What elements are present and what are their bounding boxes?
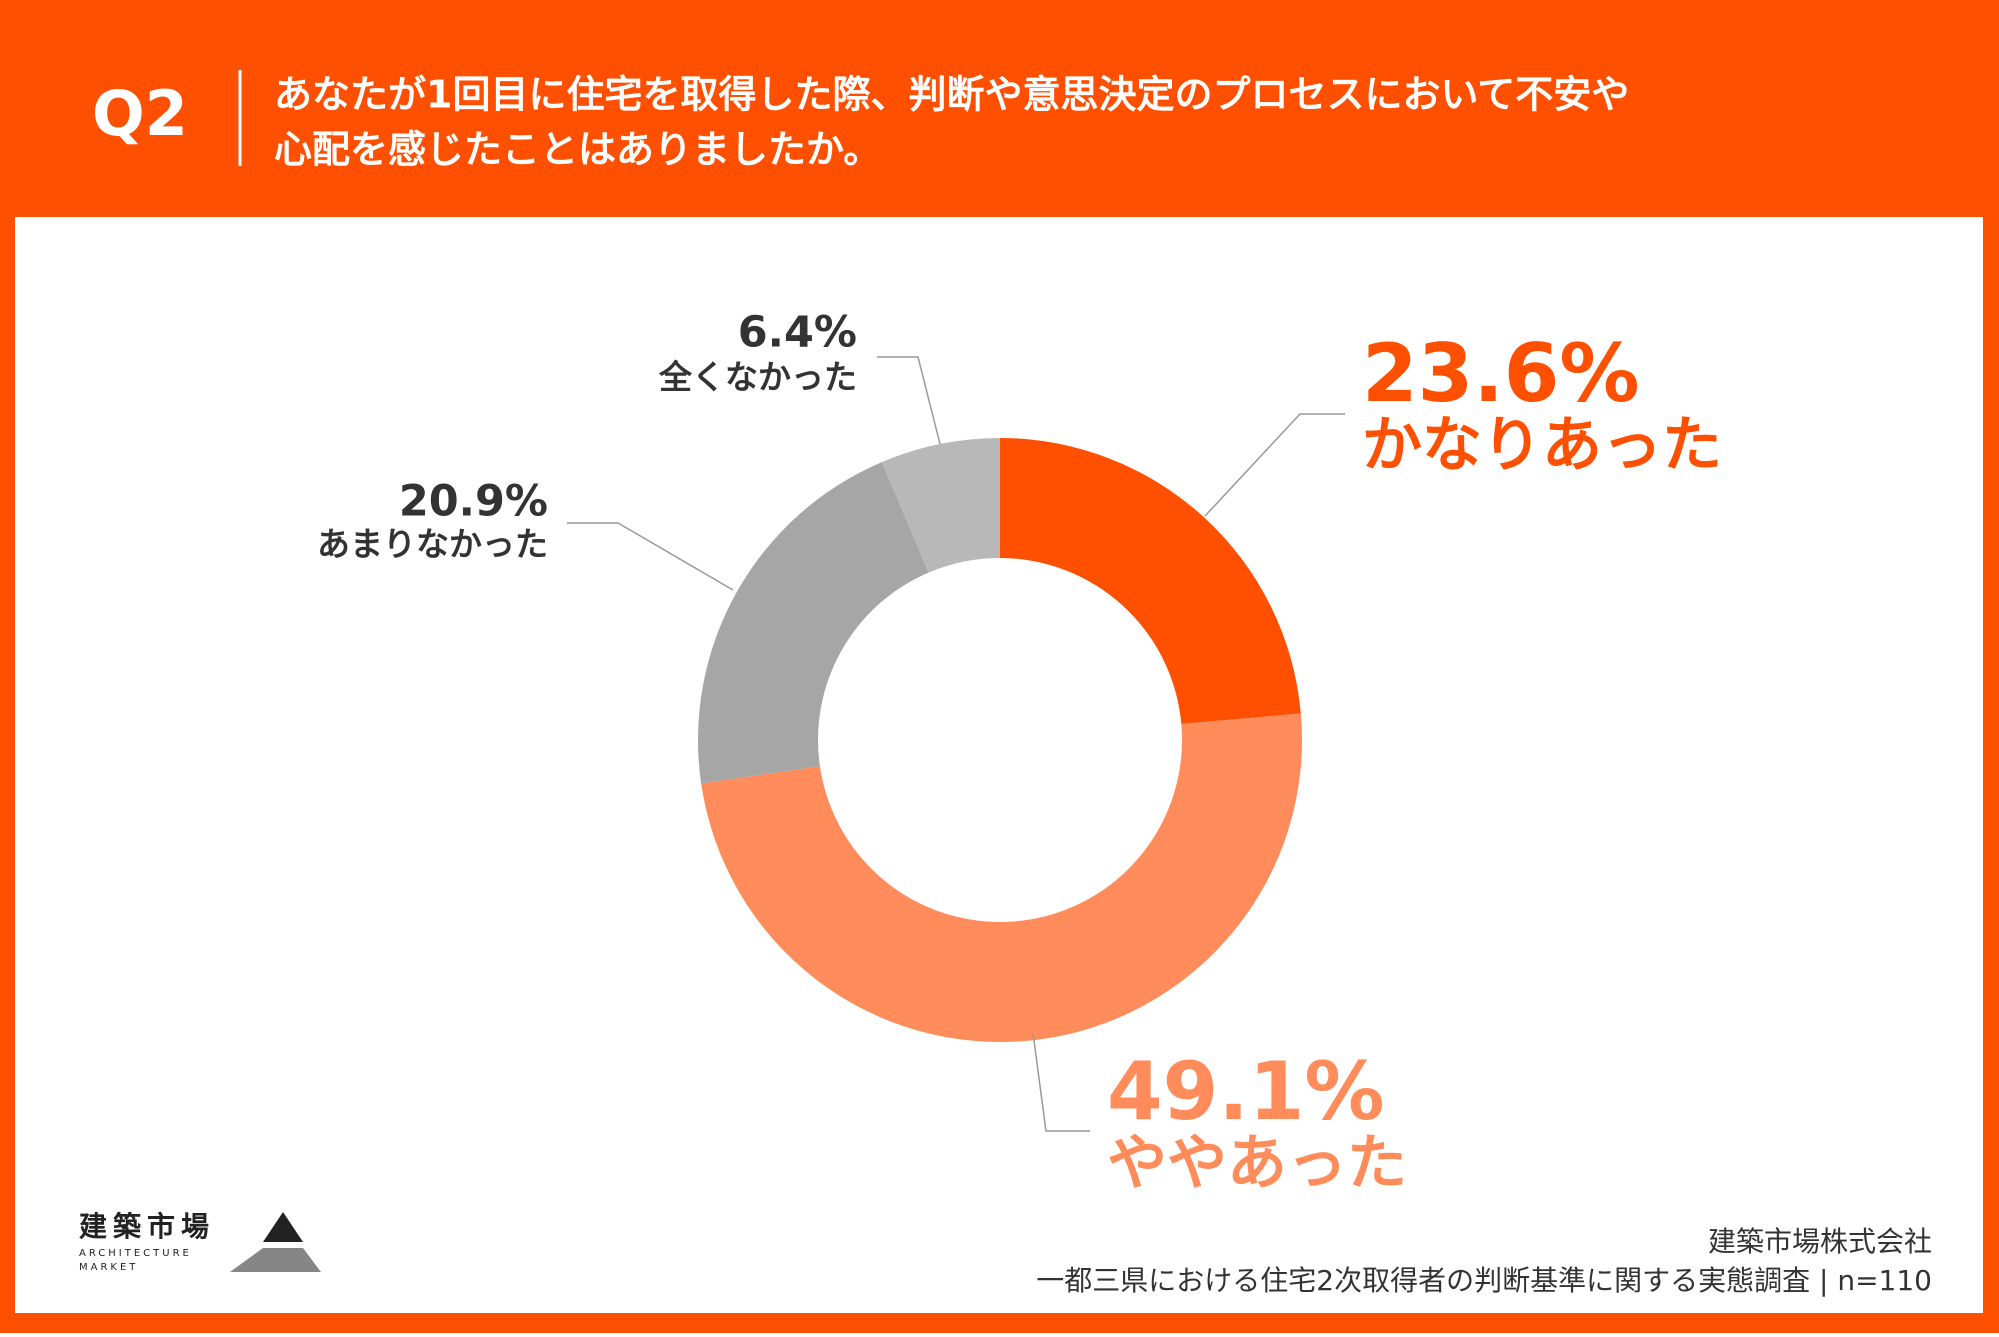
question-number: Q2 [92, 77, 188, 150]
logo-sub: MARKET [79, 1262, 138, 1273]
category-label: あまりなかった [317, 525, 548, 564]
question-title: あなたが1回目に住宅を取得した際、判断や意思決定のプロセスにおいて不安や [274, 73, 1629, 117]
logo-name: 建築市場 [79, 1210, 215, 1243]
question-title: 心配を感じたことはありましたか。 [274, 128, 881, 172]
slice [881, 438, 1000, 573]
value-label: 23.6% [1362, 327, 1640, 420]
panel [15, 217, 1983, 1313]
value-label: 6.4% [738, 308, 857, 358]
leader-line [1204, 413, 1345, 517]
source-survey: 一都三県における住宅2次取得者の判断基準に関する実態調査 | n=110 [1036, 1264, 1932, 1297]
value-label: 20.9% [399, 477, 548, 527]
value-label: 49.1% [1107, 1045, 1385, 1138]
category-label: ややあった [1107, 1129, 1407, 1199]
logo-mark [230, 1212, 321, 1272]
slice [1000, 438, 1301, 725]
category-label: かなりあった [1362, 411, 1722, 481]
leader-line [567, 522, 734, 591]
leader-line [877, 356, 941, 445]
logo-sub: ARCHITECTURE [79, 1248, 192, 1259]
slice [698, 462, 929, 784]
slice [701, 713, 1303, 1043]
leader-line [1032, 1032, 1090, 1132]
category-label: 全くなかった [658, 358, 857, 397]
source-company: 建築市場株式会社 [1708, 1225, 1932, 1258]
donut-chart: 23.6%かなりあった 49.1%ややあった 20.9%あまりなかった 6.4%全くな… [317, 308, 1722, 1199]
